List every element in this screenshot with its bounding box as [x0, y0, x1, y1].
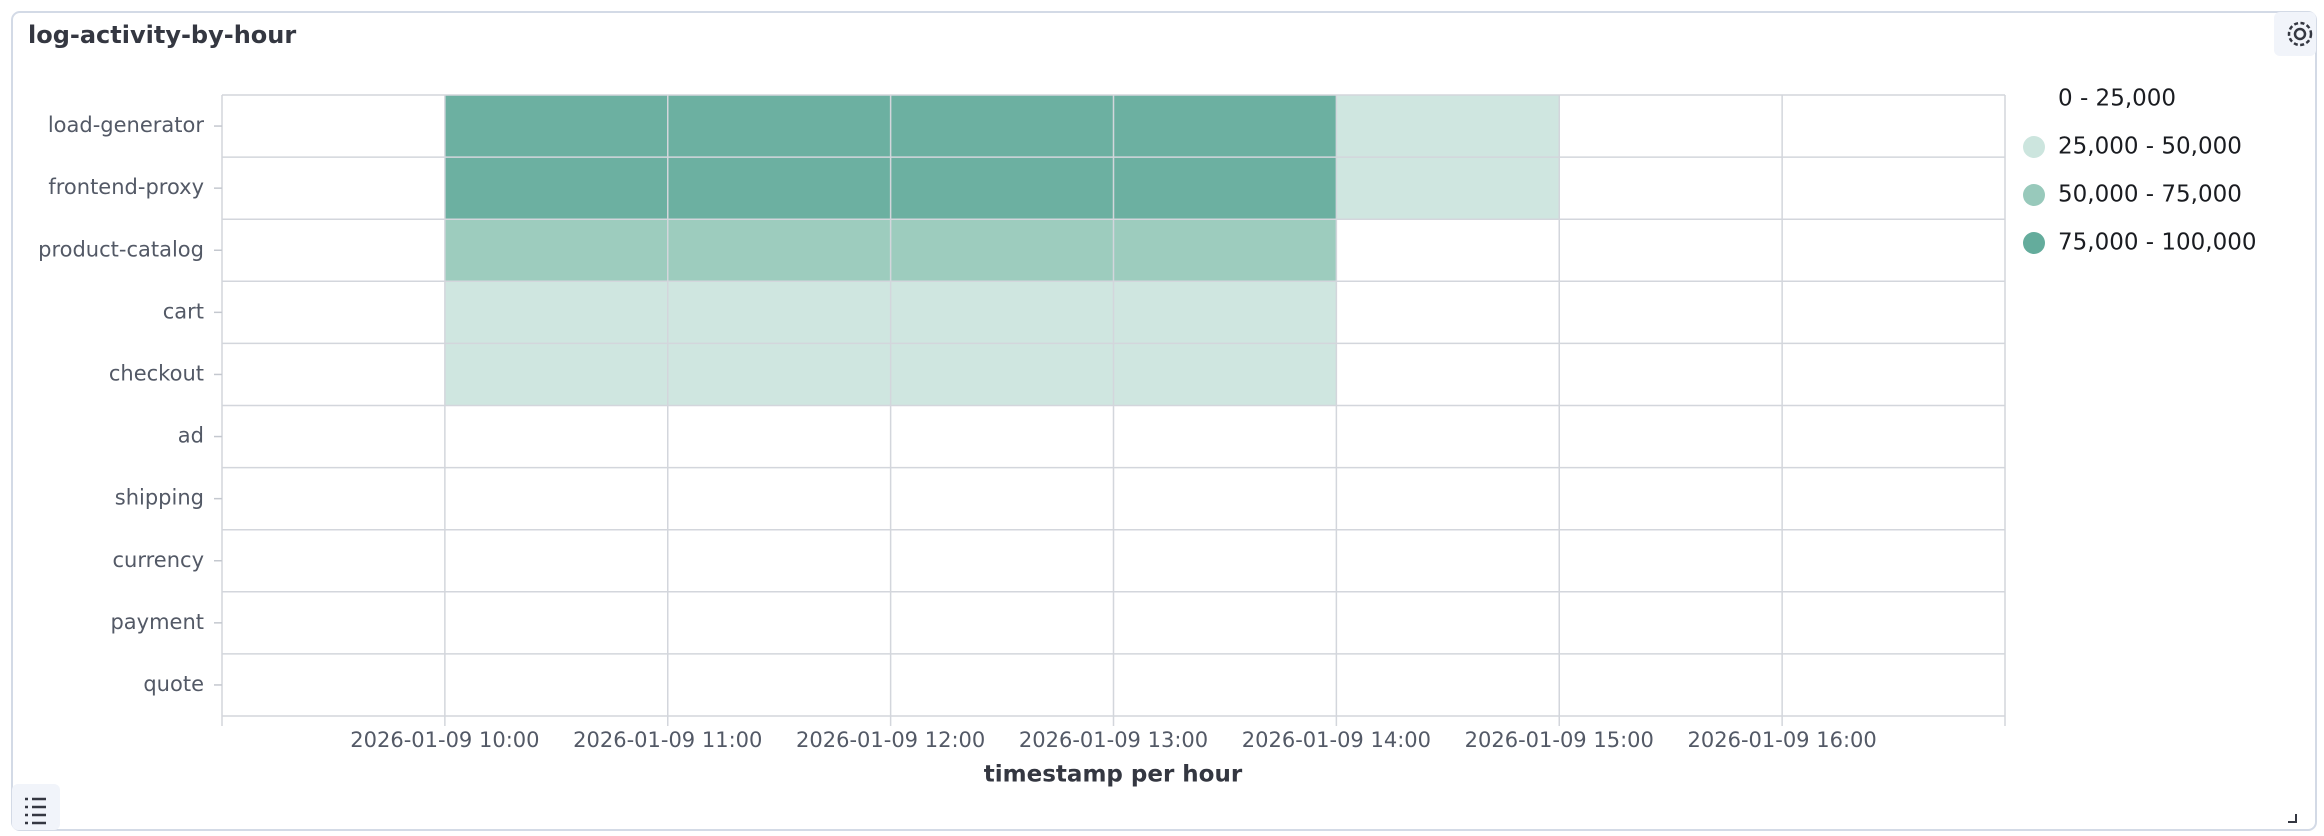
y-tick-label: ad [178, 424, 204, 448]
y-tick-label: currency [113, 548, 205, 572]
heatmap-cell [667, 95, 891, 158]
heatmap-cell [667, 219, 891, 282]
heatmap-cell [1113, 219, 1337, 282]
x-tick-label: 2026-01-09 12:00 [796, 728, 985, 752]
settings-button[interactable] [2274, 12, 2316, 56]
legend-swatch [2023, 184, 2045, 206]
heatmap-cell [1113, 343, 1337, 406]
resize-handle[interactable] [2288, 814, 2297, 823]
y-tick-label: cart [163, 299, 204, 323]
y-tick-label: payment [110, 610, 204, 634]
heatmap-cell [444, 281, 668, 344]
heatmap-cell [890, 281, 1114, 344]
x-tick-label: 2026-01-09 16:00 [1688, 728, 1877, 752]
heatmap-cell [667, 343, 891, 406]
y-tick-label: product-catalog [38, 237, 204, 261]
y-tick-label: checkout [109, 361, 204, 385]
y-tick-label: shipping [115, 486, 204, 510]
heatmap-cell [1113, 157, 1337, 220]
x-tick-label: 2026-01-09 15:00 [1465, 728, 1654, 752]
y-tick-label: quote [143, 672, 204, 696]
heatmap-cell [1336, 95, 1560, 158]
heatmap-cell [667, 157, 891, 220]
legend-label: 0 - 25,000 [2058, 86, 2176, 112]
legend-swatch [2023, 232, 2045, 254]
legend-label: 25,000 - 50,000 [2058, 134, 2242, 160]
legend-label: 75,000 - 100,000 [2058, 230, 2257, 256]
x-tick-label: 2026-01-09 14:00 [1242, 728, 1431, 752]
y-tick-label: load-generator [48, 113, 205, 137]
heatmap-cell [890, 157, 1114, 220]
heatmap-cell [444, 219, 668, 282]
heatmap-cell [444, 95, 668, 158]
x-tick-label: 2026-01-09 10:00 [350, 728, 539, 752]
legend-swatch [2023, 136, 2045, 158]
heatmap-cell [890, 343, 1114, 406]
legend-swatch [2023, 88, 2045, 110]
heatmap-cell [1113, 281, 1337, 344]
heatmap-cell [890, 219, 1114, 282]
x-axis-title: timestamp per hour [984, 762, 1243, 788]
heatmap-cell [890, 95, 1114, 158]
heatmap-cell [444, 343, 668, 406]
x-tick-label: 2026-01-09 13:00 [1019, 728, 1208, 752]
legend-toggle[interactable] [12, 784, 60, 830]
y-tick-label: frontend-proxy [48, 175, 204, 199]
heatmap-cell [667, 281, 891, 344]
heatmap-cell [1336, 157, 1560, 220]
panel-title: log-activity-by-hour [28, 21, 296, 49]
legend-label: 50,000 - 75,000 [2058, 182, 2242, 208]
x-tick-label: 2026-01-09 11:00 [573, 728, 762, 752]
heatmap-cell [1113, 95, 1337, 158]
heatmap-cell [444, 157, 668, 220]
